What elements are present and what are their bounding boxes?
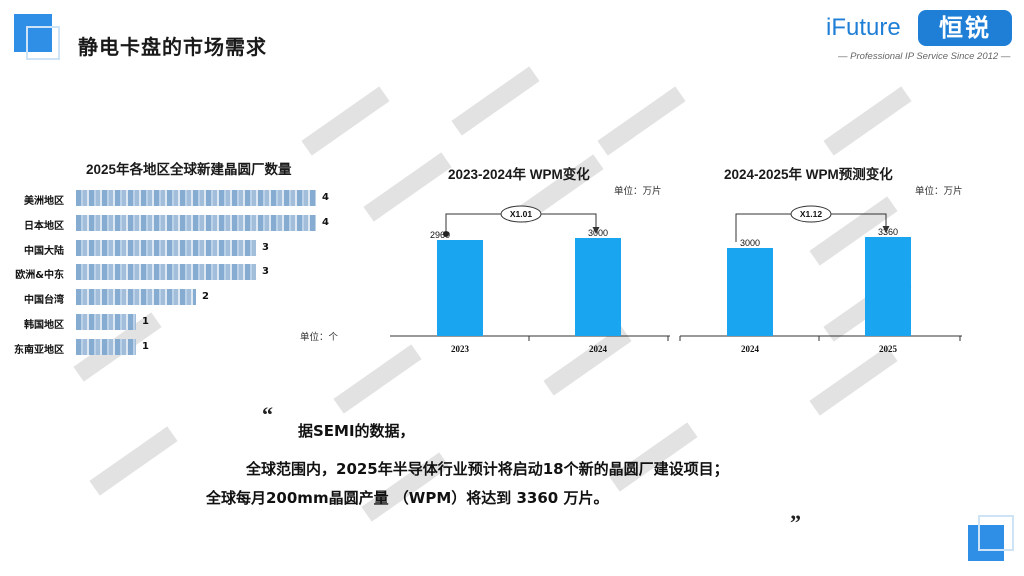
corner-decoration <box>968 525 1004 561</box>
bar <box>437 240 483 336</box>
value-label: 3000 <box>588 228 608 238</box>
value-label: 2960 <box>430 230 450 240</box>
growth-badge <box>790 205 832 223</box>
page-title: 静电卡盘的市场需求 <box>78 35 267 59</box>
bar <box>76 239 256 256</box>
bar <box>76 289 196 306</box>
arrow-head <box>882 226 890 233</box>
open-quote-mark: “ <box>262 402 273 427</box>
logo-text: iFuture <box>826 14 901 41</box>
quote-line-2: 全球范围内，2025年半导体行业预计将启动18个新的晶圆厂建设项目； <box>246 460 729 478</box>
chart-title: 2023-2024年 WPM变化 <box>448 167 590 182</box>
chart-title: 2024-2025年 WPM预测变化 <box>724 167 893 182</box>
chart-title: 2025年各地区全球新建晶圆厂数量 <box>86 162 292 177</box>
category-label: 美洲地区 <box>24 196 64 207</box>
bar-chart-svg: 2960 2023 3000 2024 X1.01 <box>390 205 670 354</box>
logo-tagline: — Professional IP Service Since 2012 — <box>838 51 1011 62</box>
value-label: 3 <box>262 241 269 253</box>
corner-decoration-outline <box>978 515 1014 551</box>
corner-decoration-outline <box>26 26 60 60</box>
value-label: 1 <box>142 340 149 352</box>
unit-label: 单位：万片 <box>915 186 963 197</box>
bar <box>76 190 316 206</box>
value-label: 2 <box>202 291 209 303</box>
category-label: 日本地区 <box>24 220 64 232</box>
growth-label: X1.12 <box>800 209 822 219</box>
x-tick-label: 2024 <box>589 344 608 354</box>
value-label: 3000 <box>740 238 760 248</box>
arrow-head <box>592 227 600 234</box>
value-label: 3 <box>262 266 269 278</box>
quote-line-3: 全球每月200mm晶圆产量 （WPM）将达到 3360 万片。 <box>206 489 609 507</box>
category-label: 东南亚地区 <box>14 344 64 356</box>
bar <box>76 264 256 281</box>
bar <box>865 237 911 336</box>
close-quote-mark: ” <box>790 510 801 535</box>
bar <box>76 214 316 231</box>
value-label: 4 <box>322 192 329 203</box>
corner-decoration <box>14 14 52 52</box>
growth-badge <box>500 205 542 223</box>
start-dot <box>443 231 449 237</box>
category-label: 韩国地区 <box>24 320 64 331</box>
value-label: 1 <box>142 316 149 327</box>
value-label: 4 <box>322 216 329 228</box>
quote-line-1: 据SEMI的数据， <box>298 422 415 440</box>
unit-label: 单位：个 <box>300 332 339 343</box>
bar <box>76 338 136 355</box>
category-label: 欧洲&中东 <box>15 270 64 282</box>
value-label: 3360 <box>878 227 898 237</box>
bar <box>76 314 136 330</box>
x-tick-label: 2023 <box>451 344 470 354</box>
logo-badge: 恒锐 <box>918 10 1012 46</box>
x-tick-label: 2024 <box>741 344 760 354</box>
bar-chart-svg: 3000 2024 3360 2025 X1.12 <box>679 205 962 354</box>
bar <box>575 238 621 336</box>
bar <box>727 248 773 336</box>
growth-label: X1.01 <box>510 209 532 219</box>
x-tick-label: 2025 <box>879 344 898 354</box>
category-label: 中国大陆 <box>24 245 64 257</box>
unit-label: 单位：万片 <box>614 186 662 197</box>
category-label: 中国台湾 <box>24 295 64 307</box>
